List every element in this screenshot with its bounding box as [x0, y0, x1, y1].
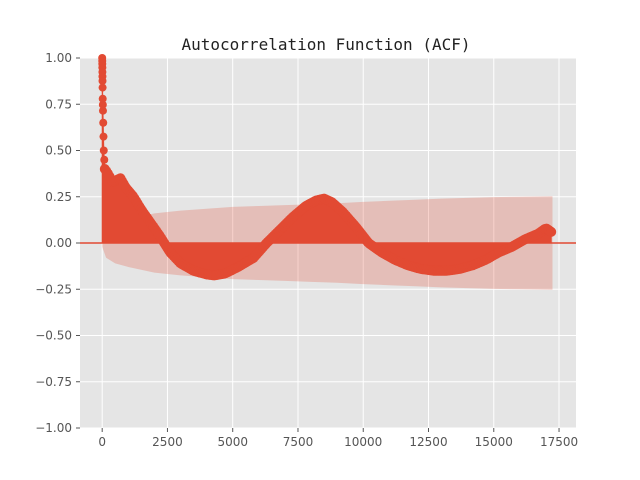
- acf-point: [98, 83, 107, 92]
- y-tick-label: 0.50: [45, 144, 72, 158]
- acf-point: [546, 226, 557, 237]
- x-tick-label: 12500: [409, 435, 447, 449]
- x-tick-label: 17500: [540, 435, 578, 449]
- acf-point: [99, 118, 108, 127]
- x-tick-label: 5000: [217, 435, 248, 449]
- acf-point: [99, 146, 108, 155]
- x-axis-ticks: 0 2500 5000 7500 10000 12500 15000 17500: [98, 428, 578, 449]
- y-tick-label: 0.00: [45, 236, 72, 250]
- acf-point: [98, 76, 107, 85]
- y-tick-label: −0.25: [35, 282, 72, 296]
- chart-title: Autocorrelation Function (ACF): [182, 35, 471, 54]
- acf-points: [98, 54, 557, 281]
- acf-point: [98, 106, 107, 115]
- y-tick-label: 0.75: [45, 97, 72, 111]
- acf-point: [98, 94, 107, 103]
- y-tick-label: −0.50: [35, 329, 72, 343]
- x-tick-label: 0: [98, 435, 106, 449]
- x-tick-label: 7500: [283, 435, 314, 449]
- acf-point: [98, 100, 107, 109]
- y-tick-label: −0.75: [35, 375, 72, 389]
- x-tick-label: 15000: [475, 435, 513, 449]
- y-tick-label: 1.00: [45, 51, 72, 65]
- x-tick-label: 10000: [344, 435, 382, 449]
- acf-point: [100, 155, 109, 164]
- x-tick-label: 2500: [152, 435, 183, 449]
- acf-point: [99, 132, 108, 141]
- y-tick-label: −1.00: [35, 421, 72, 435]
- y-axis-ticks: 1.00 0.75 0.50 0.25 0.00 −0.25 −0.50 −0.75 −1.00: [35, 51, 80, 435]
- y-tick-label: 0.25: [45, 190, 72, 204]
